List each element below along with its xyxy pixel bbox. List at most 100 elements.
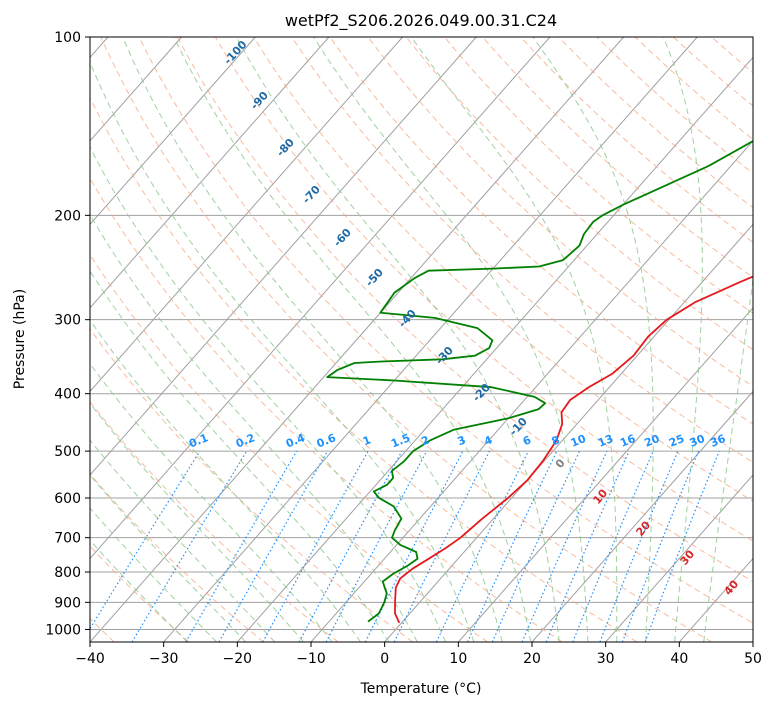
moist-adiabat	[90, 270, 390, 642]
moist-adiabat	[173, 37, 532, 642]
mixing-ratio-line	[435, 450, 529, 642]
mixing-ratio-label: 30	[688, 432, 707, 450]
isotherm	[163, 37, 698, 642]
pressure-gridlines	[90, 37, 753, 630]
mixing-ratio-label: 20	[642, 432, 661, 450]
dry-adiabat	[253, 37, 753, 502]
dry-adiabat	[596, 37, 753, 174]
y-tick-label: 600	[54, 491, 81, 507]
y-tick-label: 1000	[45, 622, 81, 638]
dry-adiabat	[90, 473, 264, 642]
mixing-ratio-lines	[90, 450, 720, 642]
mixing-ratio-label: 8	[550, 433, 562, 448]
dry-adiabat	[90, 328, 414, 642]
moist-adiabat	[235, 37, 560, 642]
mixing-ratio-label: 2	[419, 433, 431, 448]
x-tick-label: −30	[149, 651, 179, 667]
x-tick-label: 50	[744, 651, 762, 667]
mixing-ratio-line	[218, 450, 329, 642]
moist-adiabat	[90, 439, 276, 642]
dry-adiabat	[444, 37, 753, 314]
x-tick-label: −40	[75, 651, 105, 667]
y-tick-label: 400	[54, 387, 81, 403]
moist-adiabat	[313, 37, 589, 642]
moist-adiabat	[532, 37, 654, 642]
moist-adiabat	[90, 362, 333, 642]
series-line	[326, 139, 753, 623]
mixing-ratio-label: 13	[596, 432, 615, 450]
isotherm	[90, 37, 403, 393]
dry-adiabat	[176, 37, 753, 583]
isotherm	[90, 37, 256, 226]
moist-adiabat	[662, 37, 703, 642]
mixing-ratio-line	[521, 450, 608, 642]
y-tick-label: 700	[54, 531, 81, 547]
x-tick-label: −10	[296, 651, 326, 667]
isotherm	[90, 37, 624, 642]
x-tick-label: 10	[449, 651, 467, 667]
moist-adiabat	[90, 319, 362, 642]
isotherms	[90, 37, 753, 642]
isotherm	[236, 56, 753, 642]
mixing-ratio-label: 36	[708, 432, 727, 450]
dry-adiabat	[405, 37, 753, 351]
isotherm	[90, 37, 551, 560]
y-tick-label: 800	[54, 565, 81, 581]
y-tick-label: 200	[54, 208, 81, 224]
y-tick-label: 300	[54, 313, 81, 329]
y-tick-label: 500	[54, 444, 81, 460]
dry-adiabat	[558, 37, 753, 209]
mixing-ratio-line	[491, 450, 581, 642]
mixing-ratio-label: 1	[361, 433, 373, 448]
mixing-ratio-line	[545, 450, 630, 642]
x-tick-label: −20	[223, 651, 253, 667]
isotherm	[384, 223, 753, 642]
dry-adiabat	[90, 96, 638, 642]
dry-adiabat	[90, 177, 563, 642]
y-axis: 1000 900 800 700 600 500 400 300 200 100	[45, 30, 90, 638]
x-axis: −40 −30 −20 −10 0 10 20 30 40 50	[75, 642, 762, 667]
mixing-ratio-line	[185, 450, 298, 642]
dry-adiabat	[90, 253, 488, 642]
x-tick-label: 20	[523, 651, 541, 667]
isotherm	[457, 307, 753, 642]
moist-adiabat	[90, 474, 247, 642]
plot-area	[90, 37, 753, 642]
mixing-ratio-label: 3	[456, 433, 468, 448]
mixing-ratio-label: 10	[569, 432, 588, 450]
mixing-ratio-line	[90, 450, 201, 630]
moist-adiabat	[90, 61, 475, 642]
x-tick-label: 30	[597, 651, 615, 667]
plot-frame	[89, 36, 754, 643]
isotherm	[90, 37, 477, 476]
isotherm	[531, 390, 753, 642]
y-axis-label: Pressure (hPa)	[12, 289, 28, 389]
moist-adiabat	[90, 402, 304, 642]
chart-title: wetPf2_S206.2026.049.00.31.C24	[285, 11, 557, 31]
x-tick-label: 40	[670, 651, 688, 667]
dry-adiabat	[214, 37, 753, 542]
dry-adiabat	[100, 37, 712, 642]
isotherm	[90, 37, 330, 309]
moist-adiabat	[122, 37, 503, 642]
x-tick-label: 0	[380, 651, 389, 667]
dry-adiabat	[291, 37, 753, 463]
x-axis-label: Temperature (°C)	[360, 681, 482, 697]
dry-adiabat	[138, 37, 753, 624]
mixing-ratio-line	[262, 450, 369, 642]
profile-series	[326, 139, 753, 624]
isotherm	[90, 37, 182, 142]
y-tick-label: 100	[54, 30, 81, 46]
dry-adiabats	[90, 37, 753, 642]
mixing-ratio-line	[298, 450, 403, 642]
mixing-ratio-label: 16	[618, 432, 637, 450]
dry-adiabat	[329, 37, 753, 425]
moist-adiabat	[90, 213, 418, 642]
mixing-ratio-label: 25	[667, 432, 686, 450]
mixing-ratio-line	[131, 450, 248, 642]
mixing-ratio-line	[466, 450, 558, 642]
series-line	[394, 275, 753, 624]
y-tick-label: 900	[54, 595, 81, 611]
